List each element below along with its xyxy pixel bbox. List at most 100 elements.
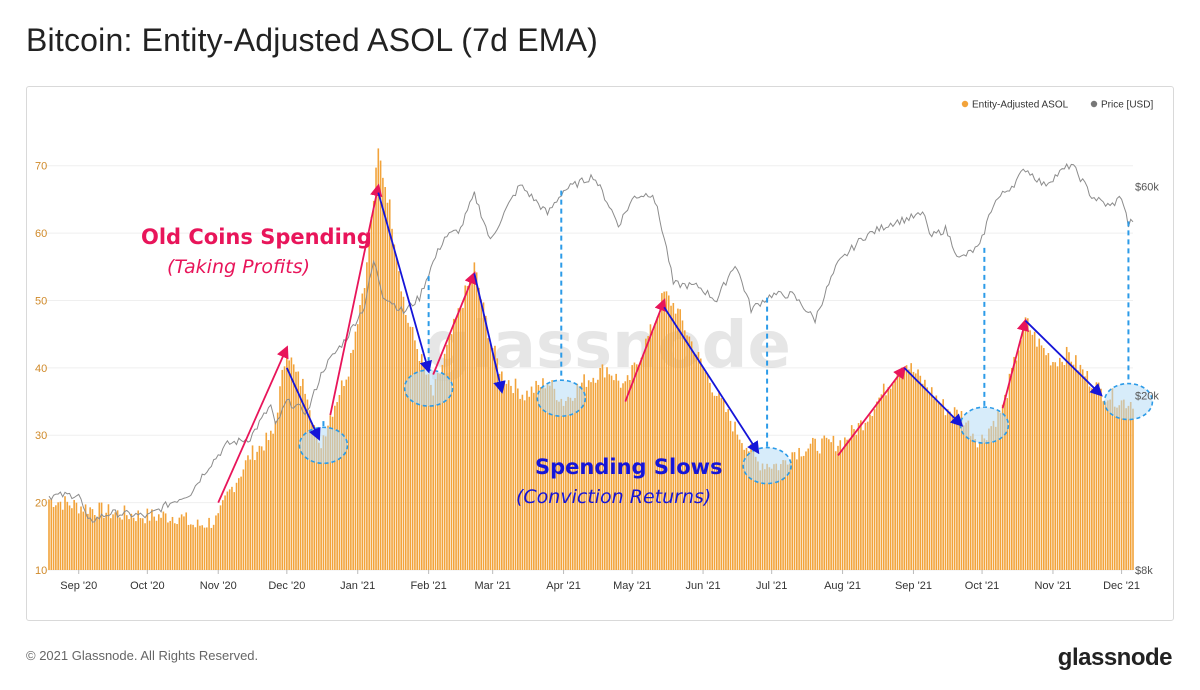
asol-bar: [949, 411, 951, 570]
asol-bar: [295, 371, 297, 570]
asol-bar: [633, 362, 636, 570]
asol-bar: [356, 324, 359, 570]
asol-bar: [434, 379, 437, 570]
asol-bar: [864, 422, 867, 570]
red-arrow: [329, 183, 383, 416]
asol-bar: [352, 349, 354, 570]
asol-bar: [523, 400, 526, 570]
asol-bar: [347, 376, 350, 570]
asol-bar: [427, 374, 430, 570]
asol-bar: [624, 381, 627, 570]
asol-bar: [578, 386, 581, 570]
annotation-conviction-returns: (Conviction Returns): [516, 486, 711, 508]
asol-bar: [981, 434, 983, 570]
asol-bar: [597, 379, 599, 570]
asol-bar: [82, 511, 85, 570]
asol-bar: [238, 478, 240, 570]
asol-bar: [1061, 361, 1063, 570]
asol-bar: [555, 400, 558, 570]
asol-bar: [587, 380, 590, 570]
asol-bar: [706, 374, 709, 570]
y-right-tick-label: $20k: [1135, 391, 1159, 403]
asol-bar: [363, 288, 366, 570]
asol-bar: [57, 502, 59, 570]
blue-arrow: [903, 367, 964, 427]
asol-bar: [542, 378, 544, 570]
blue-arrow: [473, 273, 506, 394]
asol-bar: [816, 450, 819, 570]
asol-bar: [796, 459, 798, 570]
blue-arrow: [663, 306, 760, 455]
asol-bar: [880, 394, 883, 570]
blue-arrow: [286, 367, 321, 441]
y-left-tick-label: 50: [35, 295, 47, 307]
asol-bar: [116, 510, 119, 570]
asol-bar: [1102, 401, 1105, 570]
asol-bar: [1079, 364, 1082, 570]
asol-bar: [791, 452, 794, 570]
asol-bar: [480, 299, 483, 570]
asol-bar: [715, 395, 718, 570]
asol-bar: [812, 437, 814, 570]
asol-bar: [793, 452, 796, 570]
asol-bar: [1111, 388, 1114, 570]
asol-bar: [501, 371, 503, 570]
asol-bar: [533, 392, 535, 570]
asol-bar: [331, 416, 334, 570]
asol-bar: [359, 305, 361, 570]
asol-bar: [638, 364, 640, 570]
asol-bar: [1132, 408, 1134, 570]
asol-bar: [247, 455, 249, 570]
x-tick-label: Dec '21: [1103, 580, 1140, 592]
asol-bar: [960, 411, 963, 570]
asol-bar: [173, 523, 176, 570]
asol-bar: [997, 410, 999, 570]
asol-bar: [576, 383, 579, 570]
glassnode-logo[interactable]: glassnode: [1057, 644, 1173, 671]
annotation-old-coins-spending: Old Coins Spending: [141, 225, 372, 249]
asol-bar: [924, 379, 926, 570]
asol-bar: [718, 390, 720, 570]
asol-bar: [665, 291, 668, 570]
asol-bar: [244, 460, 247, 570]
asol-bar: [450, 334, 453, 570]
asol-bar: [731, 431, 734, 570]
asol-bar: [837, 445, 839, 570]
asol-bar: [558, 401, 560, 570]
asol-bar: [324, 436, 327, 570]
asol-bar: [1013, 356, 1015, 570]
x-tick-label: Sep '20: [60, 580, 97, 592]
asol-bar: [887, 387, 890, 570]
asol-bar: [183, 516, 185, 570]
asol-bar: [944, 415, 947, 570]
asol-bar: [727, 409, 730, 570]
asol-bar: [713, 395, 716, 570]
asol-bar: [695, 354, 697, 570]
asol-bar: [151, 509, 153, 570]
asol-bar: [940, 403, 942, 570]
legend-swatch-price: [1090, 100, 1098, 108]
asol-bar: [647, 335, 649, 570]
asol-bar: [379, 160, 382, 570]
asol-bar: [210, 527, 213, 570]
legend-label-asol[interactable]: Entity-Adjusted ASOL: [972, 100, 1069, 111]
asol-bar: [68, 505, 71, 570]
asol-bar: [1022, 322, 1025, 570]
asol-bar: [773, 464, 775, 570]
x-tick-label: Oct '21: [965, 580, 1000, 592]
chart-title: Bitcoin: Entity-Adjusted ASOL (7d EMA): [26, 22, 598, 58]
asol-bar: [66, 501, 69, 570]
legend-label-price[interactable]: Price [USD]: [1101, 100, 1153, 111]
asol-bar: [917, 369, 919, 570]
asol-bar: [585, 386, 588, 570]
asol-bar: [132, 517, 135, 570]
asol-bar: [910, 363, 912, 570]
asol-bar: [798, 447, 800, 570]
asol-bar: [487, 338, 489, 570]
asol-bar: [114, 512, 117, 570]
asol-bar: [93, 515, 96, 570]
asol-bar: [178, 517, 181, 570]
asol-bar: [125, 515, 128, 570]
asol-bar: [80, 506, 82, 570]
asol-bar: [770, 468, 773, 570]
